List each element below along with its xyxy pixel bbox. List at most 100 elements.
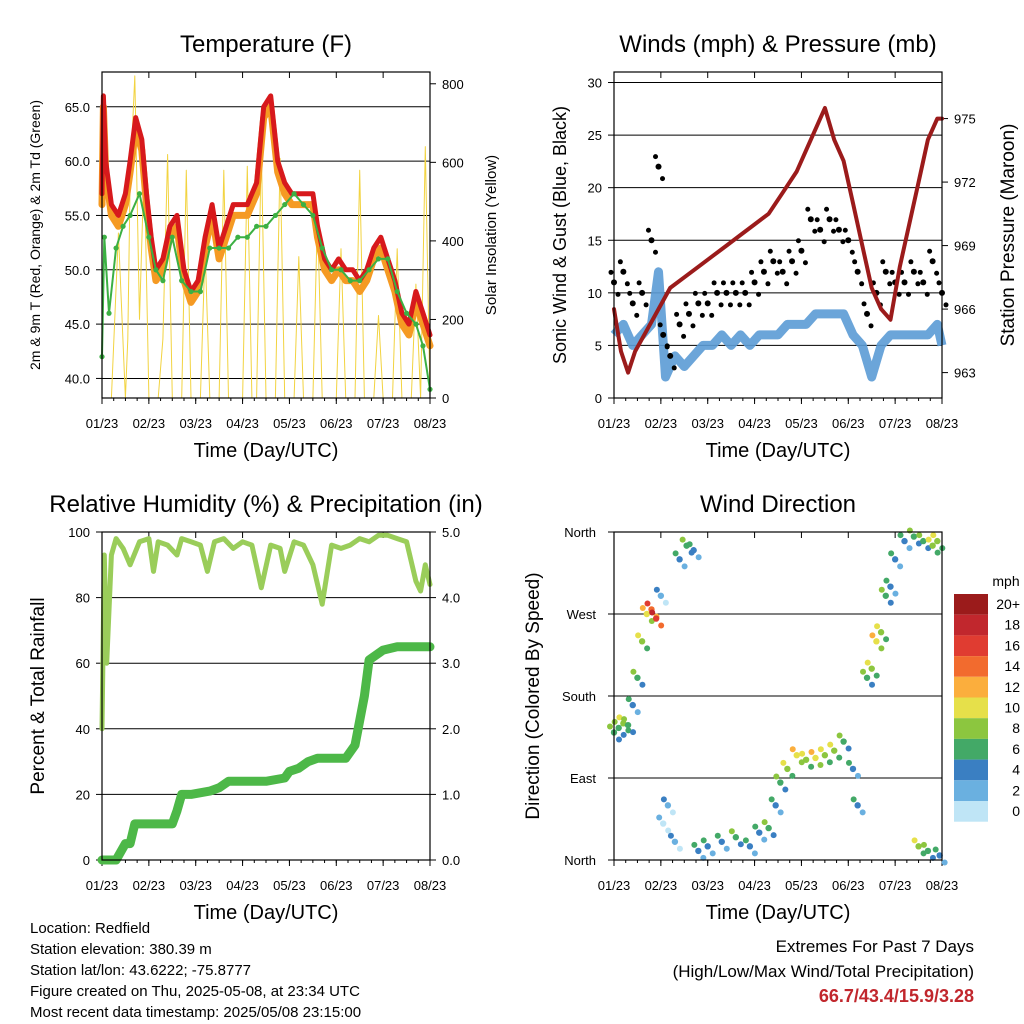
plot-border bbox=[613, 71, 943, 399]
gust-point bbox=[720, 280, 726, 286]
y-axis-label: Sonic Wind & Gust (Blue, Black) bbox=[550, 106, 570, 364]
x-tick-label: 02/23 bbox=[645, 416, 678, 431]
direction-point bbox=[737, 841, 744, 848]
direction-point bbox=[772, 802, 779, 809]
x-tick-label: 01/23 bbox=[598, 416, 631, 431]
gust-point bbox=[699, 312, 705, 318]
direction-point bbox=[901, 537, 908, 545]
gust-point bbox=[624, 281, 630, 287]
gust-point bbox=[861, 301, 867, 307]
direction-point bbox=[615, 724, 622, 732]
x-tick-label: 01/23 bbox=[86, 878, 119, 893]
legend-swatch bbox=[954, 635, 988, 657]
direction-point bbox=[690, 547, 697, 554]
y2-tick-label: 969 bbox=[954, 239, 976, 254]
direction-point bbox=[863, 674, 871, 681]
direction-point bbox=[616, 714, 623, 721]
direction-point bbox=[929, 542, 936, 549]
direction-point bbox=[780, 759, 787, 766]
legend-label: 2 bbox=[1012, 782, 1020, 798]
direction-point bbox=[850, 796, 857, 803]
dewpoint-line bbox=[101, 192, 431, 391]
gust-point bbox=[936, 280, 942, 286]
gust-point bbox=[824, 206, 830, 212]
gust-point bbox=[756, 291, 762, 297]
direction-point bbox=[723, 845, 730, 852]
gust-point bbox=[864, 310, 871, 317]
direction-point bbox=[930, 532, 937, 539]
direction-point bbox=[625, 727, 632, 734]
gust-point bbox=[786, 248, 792, 254]
gust-point bbox=[685, 310, 692, 317]
pressure-line bbox=[612, 106, 944, 375]
direction-point bbox=[621, 716, 628, 723]
direction-point bbox=[665, 827, 672, 834]
direction-point bbox=[656, 814, 663, 821]
gust-point bbox=[615, 291, 621, 297]
x-tick-label: 03/23 bbox=[179, 416, 212, 431]
gust-point bbox=[667, 352, 674, 359]
direction-point bbox=[936, 852, 943, 859]
y-tick-label: 0 bbox=[83, 853, 90, 868]
gust-point bbox=[910, 268, 917, 275]
x-tick-label: 02/23 bbox=[133, 416, 166, 431]
x-tick-label: 08/23 bbox=[414, 878, 447, 893]
gust-point bbox=[674, 311, 680, 317]
x-tick-label: 01/23 bbox=[598, 878, 631, 893]
direction-point bbox=[616, 736, 622, 743]
x-tick-label: 02/23 bbox=[133, 878, 166, 893]
direction-point bbox=[667, 832, 674, 839]
direction-point bbox=[669, 809, 676, 816]
gust-point bbox=[629, 300, 636, 307]
direction-point bbox=[770, 832, 777, 839]
plot-border bbox=[101, 71, 431, 399]
gust-point bbox=[746, 302, 752, 308]
legend-label: 20+ bbox=[996, 596, 1020, 612]
direction-point bbox=[634, 674, 641, 681]
x-axis-label: Time (Day/UTC) bbox=[706, 902, 851, 924]
y2-tick-label: 3.0 bbox=[442, 656, 460, 671]
y2-axis-label: Station Pressure (Maroon) bbox=[998, 124, 1019, 347]
legend-swatch bbox=[954, 697, 988, 719]
y-tick-label: 25 bbox=[588, 128, 602, 143]
station-elevation: Station elevation: 380.39 m bbox=[30, 941, 212, 958]
chart-humidity: Relative Humidity (%) & Precipitation (i… bbox=[28, 491, 483, 924]
x-tick-label: 07/23 bbox=[367, 878, 400, 893]
direction-point bbox=[916, 532, 923, 539]
x-tick-label: 07/23 bbox=[879, 878, 912, 893]
direction-point bbox=[920, 841, 927, 848]
figure-created: Figure created on Thu, 2025-05-08, at 23… bbox=[30, 983, 360, 1000]
legend-title: mph bbox=[992, 573, 1019, 589]
direction-point bbox=[831, 747, 838, 754]
gust-point bbox=[664, 343, 670, 349]
gust-point bbox=[765, 281, 771, 287]
direction-point bbox=[859, 809, 866, 816]
direction-point bbox=[714, 832, 721, 839]
direction-point bbox=[897, 563, 904, 570]
legend-swatch bbox=[954, 656, 988, 677]
direction-point bbox=[686, 541, 693, 548]
direction-point bbox=[878, 586, 885, 593]
gust-point bbox=[789, 258, 796, 265]
direction-point bbox=[624, 721, 632, 729]
gust-point bbox=[653, 154, 659, 160]
gust-point bbox=[751, 279, 758, 286]
gust-point bbox=[868, 323, 874, 329]
gust-point bbox=[657, 322, 663, 328]
gust-point bbox=[934, 270, 940, 276]
gust-point bbox=[683, 301, 689, 307]
direction-point bbox=[925, 536, 932, 543]
gust-point bbox=[779, 268, 786, 275]
gust-point bbox=[636, 280, 642, 286]
extremes-values: 66.7/43.4/15.9/3.28 bbox=[818, 986, 974, 1006]
direction-point bbox=[700, 854, 707, 861]
x-tick-label: 06/23 bbox=[320, 416, 353, 431]
plot-border bbox=[613, 531, 943, 861]
direction-point bbox=[679, 536, 686, 543]
direction-point bbox=[789, 772, 796, 779]
x-tick-label: 04/23 bbox=[738, 878, 771, 893]
direction-point bbox=[746, 843, 754, 850]
y-tick-label: 60 bbox=[76, 656, 90, 671]
gust-point bbox=[676, 321, 683, 328]
gust-point bbox=[639, 289, 646, 296]
